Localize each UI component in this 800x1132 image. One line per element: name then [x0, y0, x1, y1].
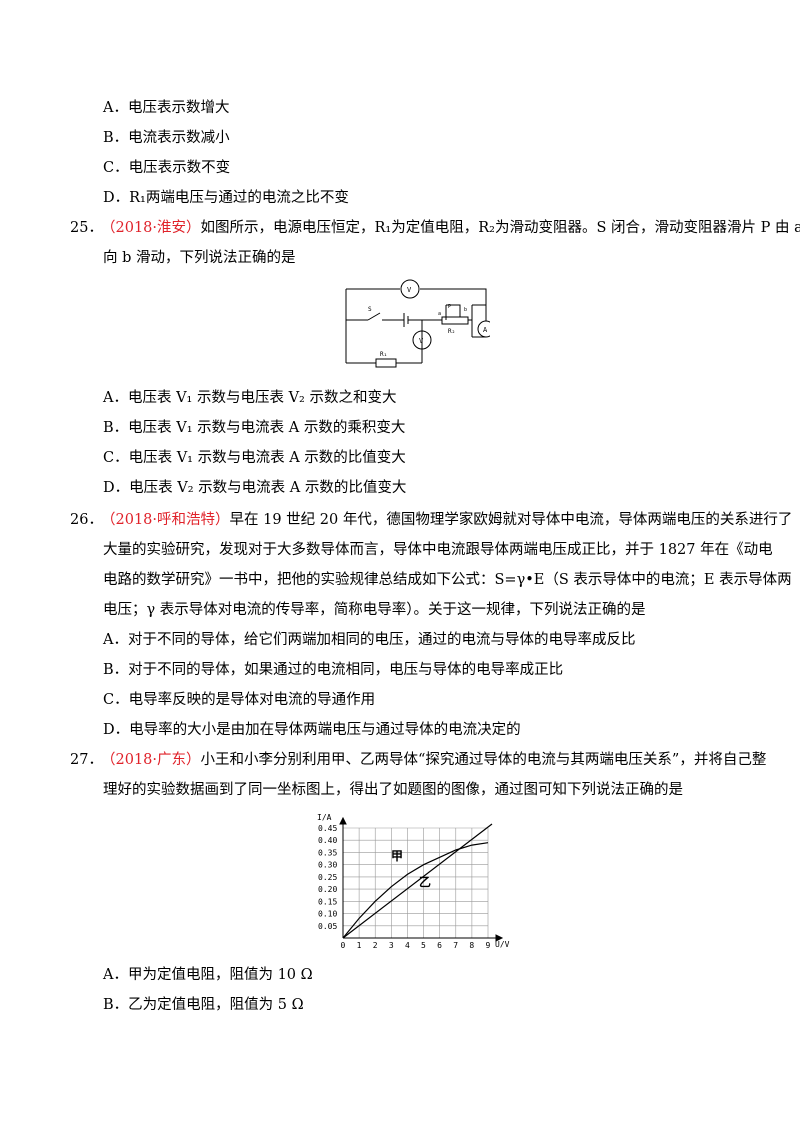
q25-circuit-diagram: V V A S a P b R₂ R₁: [345, 279, 490, 368]
series-label-jia: 甲: [391, 849, 403, 863]
chart-y-tick-label: 0.30: [318, 861, 337, 870]
q26-stem-line4: 电压；γ 表示导体对电流的传导率，简称电导率）。关于这一规律，下列说法正确的是: [103, 602, 646, 618]
chart-x-tick-label: 3: [389, 941, 394, 950]
chart-y-tick-label: 0.10: [318, 910, 337, 919]
chart-y-axis-arrow: [339, 816, 347, 825]
q25-option-d: D．电压表 V₂ 示数与电流表 A 示数的比值变大: [103, 480, 407, 496]
chart-series-line-0: [342, 842, 489, 939]
chart-y-tick-label: 0.35: [318, 848, 337, 857]
chart-x-tick-label: 0: [341, 941, 346, 950]
chart-x-tick-label: 8: [469, 941, 474, 950]
circuit-a-label: a: [438, 311, 441, 317]
q26-option-c: C．电导率反映的是导体对电流的导通作用: [103, 692, 376, 708]
chart-y-axis-label: I/A: [317, 813, 332, 822]
chart-x-tick-label: 9: [486, 941, 491, 950]
circuit-r1-label: R₁: [380, 351, 387, 358]
chart-y-tick-label: 0.25: [318, 873, 337, 882]
chart-x-tick-label: 6: [437, 941, 442, 950]
q25-number: 25．: [70, 220, 103, 236]
circuit-r2-label: R₂: [448, 328, 455, 335]
q25-stem-text: 如图所示，电源电压恒定，R₁为定值电阻，R₂为滑动变阻器。S 闭合，滑动变阻器滑…: [200, 220, 800, 236]
chart-y-tick-label: 0.40: [318, 836, 337, 845]
q26-option-a: A．对于不同的导体，给它们两端加相同的电压，通过的电流与导体的电导率成反比: [103, 632, 636, 648]
chart-y-tick-label: 0.05: [318, 922, 337, 931]
circuit-b-label: b: [464, 307, 467, 313]
q24-option-c: C．电压表示数不变: [103, 160, 231, 176]
chart-x-tick-label: 5: [421, 941, 426, 950]
q26-option-d: D．电导率的大小是由加在导体两端电压与通过导体的电流决定的: [103, 722, 521, 738]
q27-stem-line2: 理好的实验数据画到了同一坐标图上，得出了如题图的图像，通过图可知下列说法正确的是: [103, 782, 683, 798]
chart-series-line-1: [342, 823, 493, 939]
q27-option-b: B．乙为定值电阻，阻值为 5 Ω: [103, 997, 304, 1013]
q24-option-a: A．电压表示数增大: [103, 100, 230, 116]
q25-source: （2018·淮安）: [101, 220, 201, 236]
chart-x-tick-label: 7: [453, 941, 458, 950]
chart-x-axis-label: U/V: [495, 940, 510, 949]
q24-option-d: D．R₁两端电压与通过的电流之比不变: [103, 190, 349, 206]
q26-number: 26．: [70, 512, 103, 528]
circuit-switch-label: S: [368, 306, 372, 313]
q26-option-b: B．对于不同的导体，如果通过的电流相同，电压与导体的电导率成正比: [103, 662, 564, 678]
chart-y-tick-label: 0.15: [318, 897, 337, 906]
chart-y-tick-label: 0.45: [318, 824, 337, 833]
q27-iu-chart: 0 1 2 3 4 5 6 7 8 9 0.05 0.10 0.15 0.20 0.25 0.30 0.35 0.…: [317, 813, 510, 950]
q27-stem-text: 小王和小李分别利用甲、乙两导体“探究通过导体的电流与其两端电压关系”，并将自己整: [200, 752, 767, 768]
q26-stem-line2: 大量的实验研究，发现对于大多数导体而言，导体中电流跟导体两端电压成正比，并于 1…: [103, 542, 773, 558]
q26-stem-text: 早在 19 世纪 20 年代，德国物理学家欧姆就对导体中电流，导体两端电压的关系…: [229, 512, 793, 528]
q27-number: 27．: [70, 752, 103, 768]
chart-x-axis-arrow: [495, 934, 504, 942]
q25-option-b: B．电压表 V₁ 示数与电流表 A 示数的乘积变大: [103, 420, 406, 436]
q26-source: （2018·呼和浩特）: [101, 512, 230, 528]
series-label-yi: 乙: [419, 875, 431, 889]
q26-stem-line3: 电路的数学研究》一书中，把他的实验规律总结成如下公式：S=γ•E（S 表示导体中…: [103, 572, 792, 588]
circuit-p-label: P: [448, 304, 451, 310]
q27-option-a: A．甲为定值电阻，阻值为 10 Ω: [103, 967, 313, 983]
q26-stem-line1: （2018·呼和浩特）早在 19 世纪 20 年代，德国物理学家欧姆就对导体中电…: [101, 510, 792, 530]
chart-x-tick-label: 1: [357, 941, 362, 950]
q24-option-b: B．电流表示数减小: [103, 130, 230, 146]
q25-option-c: C．电压表 V₁ 示数与电流表 A 示数的比值变大: [103, 450, 406, 466]
q25-stem-line1: （2018·淮安）如图所示，电源电压恒定，R₁为定值电阻，R₂为滑动变阻器。S …: [101, 218, 800, 238]
q27-source: （2018·广东）: [101, 752, 201, 768]
circuit-voltmeter-top-label: V: [407, 286, 412, 294]
q27-stem-line1: （2018·广东）小王和小李分别利用甲、乙两导体“探究通过导体的电流与其两端电压…: [101, 750, 766, 770]
circuit-voltmeter-mid-label: V: [419, 337, 424, 345]
circuit-ammeter-label: A: [483, 326, 488, 334]
chart-x-tick-label: 4: [405, 941, 410, 950]
q25-option-a: A．电压表 V₁ 示数与电压表 V₂ 示数之和变大: [103, 390, 397, 406]
chart-y-tick-label: 0.20: [318, 885, 337, 894]
chart-x-tick-label: 2: [373, 941, 378, 950]
q25-stem-line2: 向 b 滑动，下列说法正确的是: [103, 250, 296, 266]
